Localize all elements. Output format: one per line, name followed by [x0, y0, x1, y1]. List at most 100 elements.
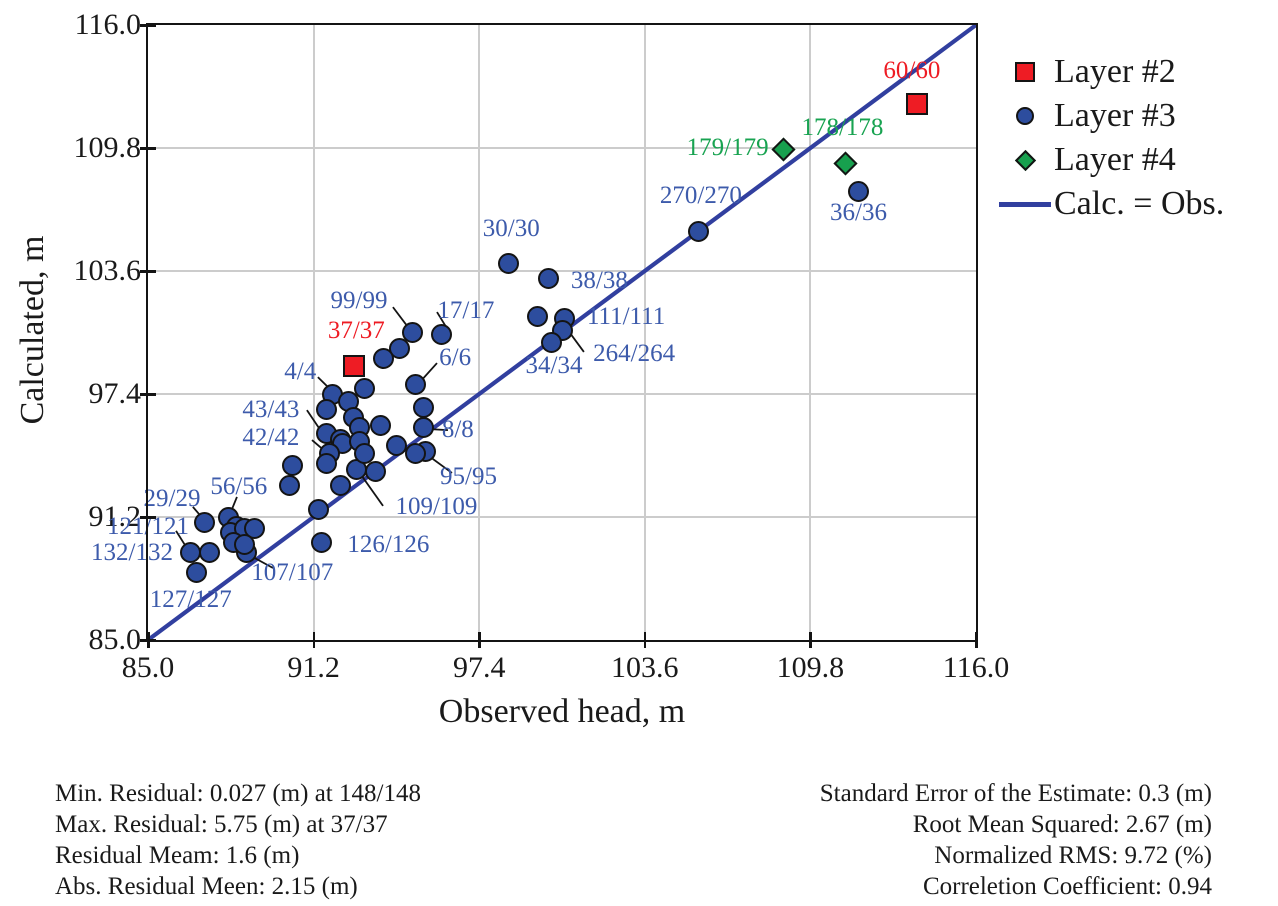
point-label-107-107: 107/107 [251, 558, 334, 586]
data-point [412, 397, 434, 419]
data-point [527, 306, 549, 328]
y-axis-title: Calculated, m [14, 235, 51, 425]
data-point [369, 415, 391, 437]
stat-line: Root Mean Squared: 2.67 (m) [912, 811, 1212, 838]
legend-square-marker [1015, 62, 1035, 82]
data-point [281, 454, 303, 476]
point-label-126-126: 126/126 [347, 530, 430, 558]
legend-marker-cell [996, 107, 1054, 125]
point-label-111-111: 111/111 [586, 302, 666, 330]
point-label-127-127: 127/127 [149, 586, 232, 614]
x-axis-tick [809, 632, 812, 648]
data-point [372, 347, 394, 369]
y-axis-tick [140, 147, 156, 150]
y-tick-label: 91.2 [88, 500, 142, 533]
legend-item: Layer #4 [996, 138, 1224, 182]
point-label-56-56: 56/56 [210, 473, 268, 501]
data-point [316, 452, 338, 474]
data-point [385, 435, 407, 457]
point-label-29-29: 29/29 [143, 485, 201, 513]
data-point [353, 377, 375, 399]
gridline-horizontal [148, 516, 976, 518]
legend: Layer #2 Layer #3 Layer #4 Calc. = Obs. [996, 50, 1224, 226]
legend-label: Layer #4 [1054, 141, 1176, 178]
stats-left: Min. Residual: 0.027 (m) at 148/148 Max. … [55, 778, 421, 902]
legend-marker-cell [996, 149, 1054, 171]
y-axis-tick [140, 393, 156, 396]
stat-line: Max. Residual: 5.75 (m) at 37/37 [55, 811, 388, 838]
label-leader-line [569, 332, 585, 353]
point-label-17-17: 17/17 [437, 296, 495, 324]
point-label-95-95: 95/95 [440, 463, 497, 491]
stat-line: Abs. Residual Meen: 2.15 (m) [55, 873, 358, 900]
legend-label: Calc. = Obs. [1054, 185, 1225, 222]
legend-circle-marker [1016, 107, 1034, 125]
y-tick-label: 116.0 [74, 8, 141, 41]
data-point [233, 534, 255, 556]
point-label-6-6: 6/6 [439, 344, 472, 372]
legend-marker-cell [996, 201, 1054, 207]
point-label-38-38: 38/38 [570, 266, 628, 294]
point-label-270-270: 270/270 [659, 181, 742, 209]
y-tick-label: 103.6 [73, 254, 142, 287]
y-axis-tick [140, 516, 156, 519]
data-point-17-17 [431, 323, 453, 345]
data-point [388, 337, 410, 359]
y-tick-label: 109.8 [73, 131, 142, 164]
data-point-8-8 [412, 417, 434, 439]
stat-line: Normalized RMS: 9.72 (%) [934, 842, 1212, 869]
data-point-37-37 [342, 355, 365, 378]
y-tick-label: 97.4 [88, 377, 142, 410]
data-point [353, 443, 375, 465]
point-label-60-60: 60/60 [883, 56, 941, 84]
x-axis-tick [643, 632, 647, 648]
gridline-horizontal [148, 270, 976, 272]
x-tick-label: 97.4 [452, 651, 506, 684]
data-point-29-29 [193, 512, 215, 534]
point-label-264-264: 264/264 [593, 340, 676, 368]
gridline-horizontal [148, 393, 976, 395]
data-point-127-127 [185, 562, 207, 584]
legend-line-swatch [999, 201, 1051, 207]
gridline-vertical [643, 25, 646, 640]
stat-line: Min. Residual: 0.027 (m) at 148/148 [55, 780, 421, 807]
data-point-99-99 [401, 322, 423, 343]
gridline-vertical [312, 25, 315, 640]
x-tick-label: 109.8 [776, 651, 845, 684]
x-axis-tick [147, 632, 150, 648]
point-label-37-37: 37/37 [327, 316, 385, 344]
data-point-6-6 [404, 373, 426, 395]
data-point-60-60 [906, 93, 929, 116]
y-axis-tick [140, 24, 156, 27]
x-tick-label: 91.2 [287, 651, 340, 684]
point-label-8-8: 8/8 [441, 415, 474, 443]
data-point [316, 399, 338, 421]
x-axis-tick [312, 632, 316, 648]
x-axis-tick [478, 632, 481, 648]
legend-item: Calc. = Obs. [996, 182, 1224, 226]
legend-item: Layer #3 [996, 94, 1224, 138]
data-point [279, 474, 301, 496]
stat-line: Residual Meam: 1.6 (m) [55, 842, 300, 869]
data-point [404, 443, 426, 465]
data-point [329, 474, 351, 496]
data-point [364, 460, 386, 482]
stat-line: Correletion Coefficient: 0.94 [922, 873, 1212, 900]
point-label-36-36: 36/36 [829, 199, 887, 227]
point-label-178-178: 178/178 [801, 114, 884, 142]
x-tick-label: 103.6 [611, 651, 679, 684]
data-point-38-38 [538, 268, 560, 290]
data-point-132-132 [198, 542, 220, 564]
legend-diamond-marker [1014, 149, 1036, 171]
legend-marker-cell [996, 62, 1054, 82]
point-label-99-99: 99/99 [330, 286, 388, 314]
x-axis-title: Observed head, m [438, 693, 686, 730]
data-point-30-30 [498, 252, 520, 274]
y-tick-label: 85.0 [88, 623, 142, 656]
plot-area [140, 23, 978, 648]
x-tick-label: 116.0 [942, 651, 1010, 684]
stats-right: Standard Error of the Estimate: 0.3 (m) R… [820, 778, 1212, 902]
point-label-43-43: 43/43 [242, 395, 300, 423]
gridline-vertical [478, 25, 481, 640]
